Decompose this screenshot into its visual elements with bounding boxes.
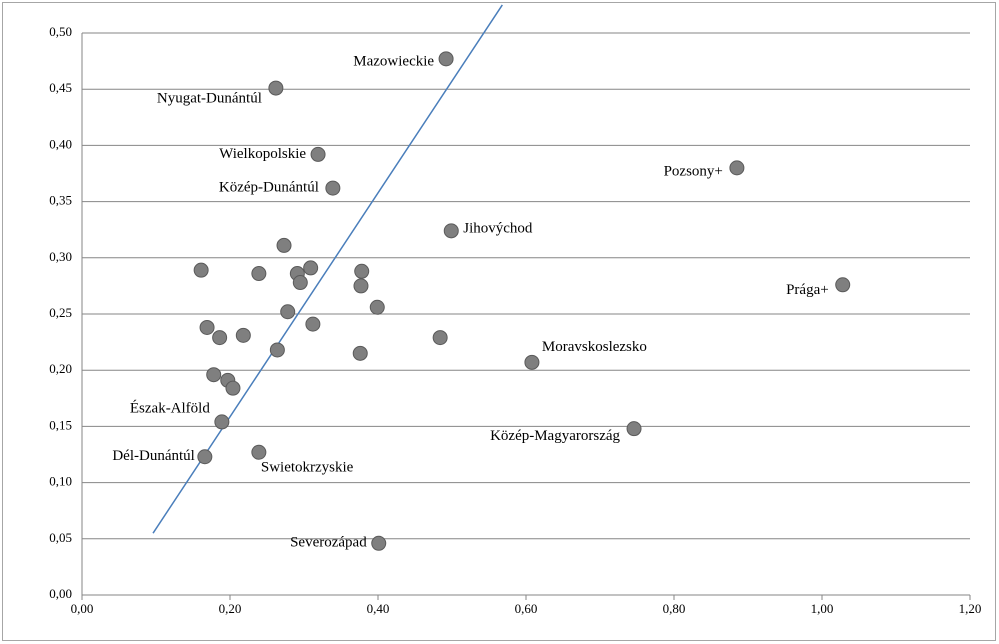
point: [206, 367, 222, 383]
x-tick-label: 1,00: [811, 601, 834, 616]
y-tick-label: 0,30: [49, 249, 72, 264]
point-label: Prága+: [786, 282, 829, 298]
point: [280, 304, 296, 320]
point: [305, 316, 321, 332]
y-tick-label: 0,00: [49, 586, 72, 601]
point: [193, 262, 209, 278]
x-tick-label: 0,60: [515, 601, 538, 616]
point: [251, 266, 267, 282]
x-tick-label: 0,40: [367, 601, 390, 616]
point: [268, 80, 284, 96]
point: [354, 263, 370, 279]
y-tick-label: 0,25: [49, 305, 72, 320]
y-tick-label: 0,20: [49, 361, 72, 376]
point-label: Közép-Magyarország: [490, 428, 620, 444]
point: [438, 51, 454, 67]
y-tick-label: 0,40: [49, 136, 72, 151]
y-tick-label: 0,50: [49, 24, 72, 39]
point-label: Pozsony+: [664, 163, 723, 179]
point: [269, 342, 285, 358]
point: [276, 237, 292, 253]
point: [325, 180, 341, 196]
point: [197, 449, 213, 465]
point-label: Nyugat-Dunántúl: [157, 91, 262, 107]
y-tick-label: 0,10: [49, 474, 72, 489]
trendline: [152, 4, 503, 534]
point: [353, 278, 369, 294]
point-label: Jihovýchod: [463, 220, 533, 236]
point-label: Severozápad: [290, 535, 367, 551]
point: [292, 275, 308, 291]
point: [443, 223, 459, 239]
x-tick-label: 0,20: [219, 601, 242, 616]
point: [214, 414, 230, 430]
point: [310, 146, 326, 162]
y-tick-label: 0,45: [49, 80, 72, 95]
point: [225, 380, 241, 396]
point: [729, 160, 745, 176]
point: [199, 319, 215, 335]
point-label: Közép-Dunántúl: [219, 180, 319, 196]
x-tick-label: 1,20: [959, 601, 982, 616]
y-tick-label: 0,15: [49, 417, 72, 432]
y-tick-label: 0,35: [49, 193, 72, 208]
point: [626, 421, 642, 437]
point: [352, 345, 368, 361]
point-label: Dél-Dunántúl: [112, 448, 194, 464]
point: [432, 330, 448, 346]
point: [524, 354, 540, 370]
point: [369, 299, 385, 315]
x-tick-label: 0,80: [663, 601, 686, 616]
y-tick-label: 0,05: [49, 530, 72, 545]
point: [235, 327, 251, 343]
point-label: Észak-Alföld: [130, 399, 210, 416]
x-tick-label: 0,00: [71, 601, 94, 616]
point-label: Mazowieckie: [353, 53, 434, 69]
point-label: Moravskoslezsko: [542, 339, 647, 355]
point: [251, 444, 267, 460]
point: [212, 330, 228, 346]
point-label: Wielkopolskie: [219, 146, 306, 162]
point: [371, 535, 387, 551]
point-label: Swietokrzyskie: [261, 460, 354, 476]
point: [303, 260, 319, 276]
point: [835, 277, 851, 293]
